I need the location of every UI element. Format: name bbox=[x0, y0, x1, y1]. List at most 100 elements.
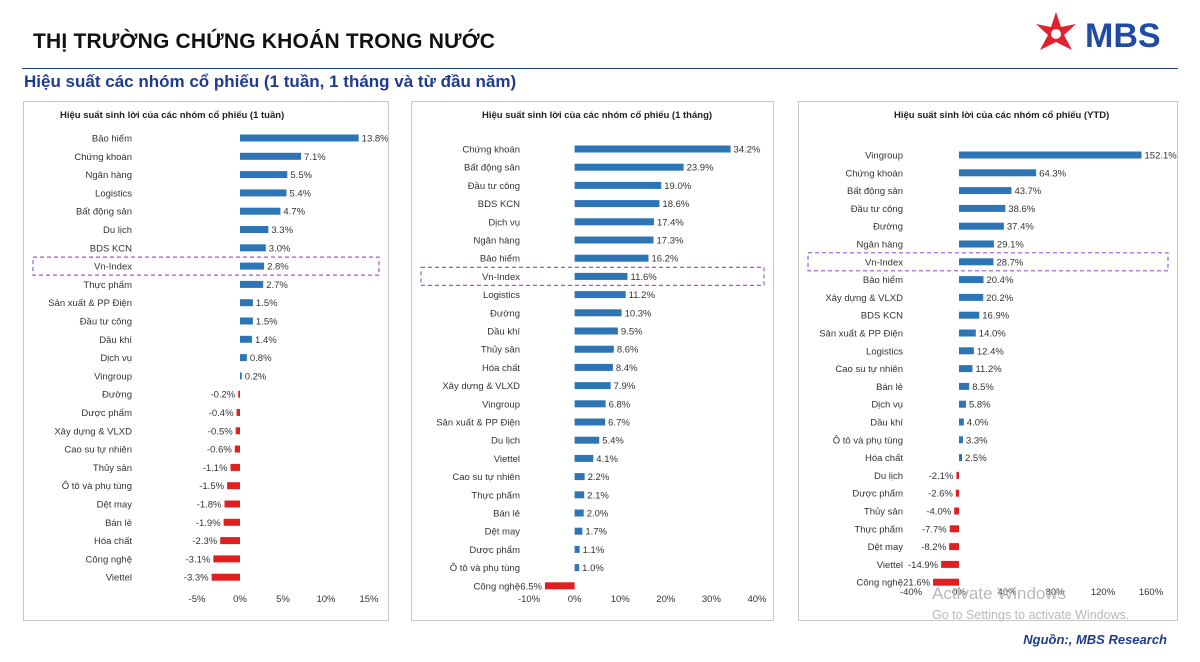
section-subtitle: Hiệu suất các nhóm cổ phiếu (1 tuần, 1 t… bbox=[24, 72, 517, 91]
data-label: 64.3% bbox=[1039, 168, 1066, 179]
category-label: Vingroup bbox=[865, 151, 903, 162]
category-label: Vingroup bbox=[482, 399, 520, 410]
tick-label: -40% bbox=[900, 587, 923, 598]
category-label: Du lịch bbox=[103, 225, 132, 236]
bar bbox=[227, 482, 240, 490]
bar bbox=[240, 335, 253, 343]
source-note: Nguồn:, MBS Research bbox=[1023, 632, 1167, 647]
category-label: Đường bbox=[490, 308, 520, 319]
category-label: Đầu tư công bbox=[468, 181, 520, 192]
bar bbox=[574, 473, 585, 481]
data-label: -0.2% bbox=[210, 390, 235, 401]
data-label: 2.0% bbox=[587, 509, 609, 520]
category-label: Chứng khoán bbox=[845, 168, 903, 179]
tick-label: 5% bbox=[276, 594, 290, 605]
bar bbox=[955, 489, 959, 497]
category-label: Xây dựng & VLXD bbox=[54, 426, 132, 437]
data-label: 8.6% bbox=[617, 345, 639, 356]
bar bbox=[959, 365, 973, 373]
chart-panel-ytd: Hiệu suất sinh lời của các nhóm cổ phiếu… bbox=[798, 101, 1178, 621]
category-label: Thực phẩm bbox=[471, 490, 520, 501]
data-label: 152.1% bbox=[1145, 151, 1177, 162]
bar bbox=[959, 329, 976, 337]
category-label: Dược phẩm bbox=[81, 408, 132, 419]
bar bbox=[236, 409, 240, 416]
tick-label: 0% bbox=[952, 587, 966, 598]
bar bbox=[224, 500, 240, 508]
bar bbox=[574, 527, 583, 535]
data-label: 8.4% bbox=[616, 363, 638, 374]
category-label: Xây dựng & VLXD bbox=[442, 381, 520, 392]
data-label: -1.1% bbox=[203, 463, 228, 474]
highlight-box bbox=[420, 266, 765, 286]
chart-title: Hiệu suất sinh lời của các nhóm cổ phiếu… bbox=[894, 110, 1109, 121]
data-label: 0.2% bbox=[245, 371, 267, 382]
category-label: Hóa chất bbox=[865, 453, 903, 464]
data-label: 18.6% bbox=[662, 199, 689, 210]
category-label: BDS KCN bbox=[90, 243, 132, 254]
data-label: 1.5% bbox=[256, 317, 278, 328]
data-label: 1.5% bbox=[256, 298, 278, 309]
bar bbox=[959, 436, 963, 444]
data-label: 11.2% bbox=[629, 290, 656, 301]
category-label: Thủy sản bbox=[864, 507, 903, 518]
bar bbox=[959, 169, 1037, 177]
data-label: 17.4% bbox=[657, 217, 684, 228]
data-label: 3.3% bbox=[271, 225, 293, 236]
data-label: -6.5% bbox=[517, 581, 542, 592]
category-label: Ngân hàng bbox=[857, 240, 903, 251]
category-label: Bất động sản bbox=[464, 163, 520, 174]
bar bbox=[959, 382, 970, 390]
bar bbox=[220, 537, 240, 545]
data-label: -1.8% bbox=[197, 500, 222, 511]
bar bbox=[959, 187, 1012, 195]
tick-label: 160% bbox=[1139, 587, 1164, 598]
data-label: 2.8% bbox=[267, 262, 289, 273]
tick-label: 30% bbox=[702, 594, 722, 605]
tick-label: 120% bbox=[1091, 587, 1116, 598]
data-label: 1.1% bbox=[583, 545, 605, 556]
chart-panel-1-month: Hiệu suất sinh lời của các nhóm cổ phiếu… bbox=[411, 101, 774, 621]
data-label: 13.8% bbox=[362, 134, 388, 145]
data-label: 6.8% bbox=[609, 399, 631, 410]
category-label: Thực phẩm bbox=[854, 524, 903, 535]
data-label: -0.4% bbox=[209, 408, 234, 419]
data-label: 4.1% bbox=[596, 454, 618, 465]
data-label: 37.4% bbox=[1007, 222, 1034, 233]
category-label: Cao su tự nhiên bbox=[64, 445, 132, 456]
bar bbox=[240, 280, 264, 288]
bar bbox=[574, 545, 580, 553]
category-label: Đầu tư công bbox=[80, 317, 132, 328]
category-label: Vn-Index bbox=[94, 262, 132, 273]
category-label: Sản xuất & PP Điện bbox=[436, 418, 520, 429]
category-label: Du lịch bbox=[874, 471, 903, 482]
bar bbox=[574, 254, 649, 262]
bar bbox=[574, 564, 580, 572]
data-label: 5.4% bbox=[602, 436, 624, 447]
data-label: -0.5% bbox=[208, 426, 233, 437]
bar bbox=[574, 272, 628, 280]
bar bbox=[574, 163, 684, 171]
bar bbox=[574, 418, 606, 426]
bar bbox=[959, 222, 1004, 230]
chart-1-month: Hiệu suất sinh lời của các nhóm cổ phiếu… bbox=[420, 110, 767, 605]
bar bbox=[240, 189, 287, 197]
category-label: Dệt may bbox=[97, 500, 133, 511]
data-label: 19.0% bbox=[664, 181, 691, 192]
bar bbox=[959, 347, 974, 355]
data-label: 7.1% bbox=[304, 152, 326, 163]
category-label: Cao su tự nhiên bbox=[835, 364, 903, 375]
category-label: Chứng khoán bbox=[74, 152, 132, 163]
data-label: 8.5% bbox=[972, 382, 994, 393]
data-label: -21.6% bbox=[900, 578, 931, 589]
bar bbox=[234, 445, 240, 453]
bar bbox=[574, 400, 606, 408]
bar bbox=[574, 327, 618, 335]
data-label: -3.1% bbox=[186, 554, 211, 565]
bar bbox=[959, 258, 994, 266]
data-label: -4.0% bbox=[926, 507, 951, 518]
category-label: Bảo hiểm bbox=[92, 134, 132, 145]
data-label: 2.1% bbox=[587, 490, 609, 501]
tick-label: 10% bbox=[316, 594, 336, 605]
bar bbox=[240, 354, 247, 362]
